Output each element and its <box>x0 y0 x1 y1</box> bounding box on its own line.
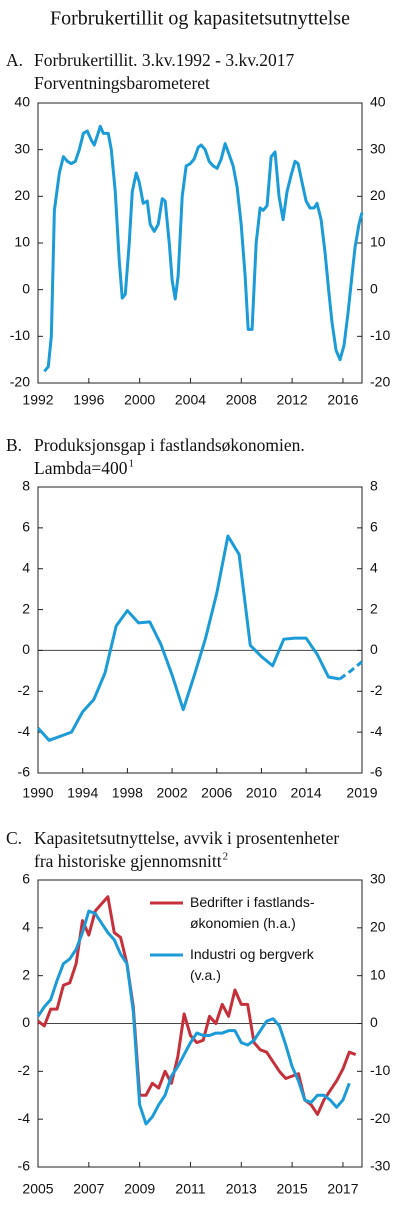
panel-title: Kapasitetsutnyttelse, avvik i prosentenh… <box>34 828 339 848</box>
y-tick-label-right: 6 <box>370 519 378 535</box>
y-tick-label-right: 0 <box>370 641 378 657</box>
y-tick-label: 40 <box>14 94 30 110</box>
series-line <box>43 124 364 373</box>
x-tick-label: 2016 <box>327 392 358 408</box>
x-tick-label: 2010 <box>246 785 277 801</box>
x-tick-label: 2017 <box>327 1181 358 1197</box>
footnote-marker: 2 <box>223 851 229 863</box>
figure-title: Forbrukertillit og kapasitetsutnyttelse <box>50 8 350 30</box>
x-tick-label: 2000 <box>124 392 155 408</box>
y-tick-label: 6 <box>22 519 30 535</box>
y-tick-label: 2 <box>22 966 30 982</box>
y2-tick-label: -10 <box>370 1062 390 1078</box>
y-tick-label: 10 <box>14 234 30 250</box>
y-tick-label: 0 <box>22 280 30 296</box>
y-tick-label-right: -6 <box>370 764 383 780</box>
x-tick-label: 2008 <box>226 392 257 408</box>
x-tick-label: 2006 <box>201 785 232 801</box>
y-tick-label: -2 <box>18 682 31 698</box>
panel-label: A. <box>6 50 23 70</box>
x-tick-label: 2012 <box>277 392 308 408</box>
panel-subtitle: Forventningsbarometeret <box>34 73 210 93</box>
y-tick-label-right: -2 <box>370 682 383 698</box>
y2-tick-label: 20 <box>370 919 386 935</box>
y-tick-label-right: 30 <box>370 140 386 156</box>
y-tick-label: 30 <box>14 140 30 156</box>
y2-tick-label: 30 <box>370 871 386 887</box>
y-tick-label: 4 <box>22 919 30 935</box>
series-line <box>36 534 340 742</box>
y-tick-label-right: -4 <box>370 723 383 739</box>
x-tick-label: 1998 <box>112 785 143 801</box>
y-tick-label-right: 2 <box>370 600 378 616</box>
y2-tick-label: -30 <box>370 1158 390 1174</box>
y-tick-label: 2 <box>22 600 30 616</box>
panel-subtitle: Lambda=400 <box>34 458 128 478</box>
y-tick-label-right: 0 <box>370 280 378 296</box>
y-tick-label-right: 40 <box>370 94 386 110</box>
x-tick-label: 1990 <box>22 785 53 801</box>
y-tick-label: 8 <box>22 478 30 494</box>
y-tick-label: -4 <box>18 723 31 739</box>
y-tick-label: -6 <box>18 1158 31 1174</box>
y-tick-label-right: -10 <box>370 327 390 343</box>
panel-label: C. <box>6 828 22 848</box>
y-tick-label: 6 <box>22 871 30 887</box>
panel-label: B. <box>6 435 22 455</box>
y-tick-label-right: 4 <box>370 559 378 575</box>
x-tick-label: 1996 <box>73 392 104 408</box>
y-tick-label-right: 10 <box>370 234 386 250</box>
x-tick-label: 2002 <box>156 785 187 801</box>
footnote-marker: 1 <box>128 458 134 470</box>
y-tick-label: -2 <box>18 1062 31 1078</box>
projection-line <box>338 660 363 681</box>
y-tick-label: -4 <box>18 1110 31 1126</box>
x-tick-label: 2009 <box>124 1181 155 1197</box>
legend-label: Industri og bergverk (v.a.) <box>190 946 315 983</box>
x-tick-label: 2014 <box>291 785 322 801</box>
y-tick-label: -6 <box>18 764 31 780</box>
x-tick-label: 2019 <box>346 785 377 801</box>
series-line <box>36 909 351 1126</box>
panel-title: Forbrukertillit. 3.kv.1992 - 3.kv.2017 <box>34 50 294 70</box>
x-tick-label: 1992 <box>22 392 53 408</box>
y-tick-label: 0 <box>22 641 30 657</box>
x-tick-label: 2005 <box>22 1181 53 1197</box>
y-tick-label: 0 <box>22 1014 30 1030</box>
x-tick-label: 2015 <box>277 1181 308 1197</box>
y-tick-label-right: 8 <box>370 478 378 494</box>
y-tick-label: -20 <box>10 374 30 390</box>
legend-label: Bedrifter i fastlands-økonomien (h.a.) <box>190 894 315 931</box>
y2-tick-label: -20 <box>370 1110 390 1126</box>
x-tick-label: 2013 <box>226 1181 257 1197</box>
x-tick-label: 2011 <box>175 1181 205 1197</box>
y2-tick-label: 10 <box>370 966 386 982</box>
panel-subtitle: fra historiske gjennomsnitt <box>34 851 222 871</box>
x-tick-label: 2004 <box>175 392 206 408</box>
panel-title: Produksjonsgap i fastlandsøkonomien. <box>34 435 305 455</box>
y2-tick-label: 0 <box>370 1014 378 1030</box>
y-tick-label: -10 <box>10 327 30 343</box>
y-tick-label-right: 20 <box>370 187 386 203</box>
y-tick-label: 4 <box>22 559 30 575</box>
plot-frame <box>37 486 363 774</box>
y-tick-label: 20 <box>14 187 30 203</box>
x-tick-label: 1994 <box>67 785 98 801</box>
y-tick-label-right: -20 <box>370 374 390 390</box>
x-tick-label: 2007 <box>73 1181 104 1197</box>
